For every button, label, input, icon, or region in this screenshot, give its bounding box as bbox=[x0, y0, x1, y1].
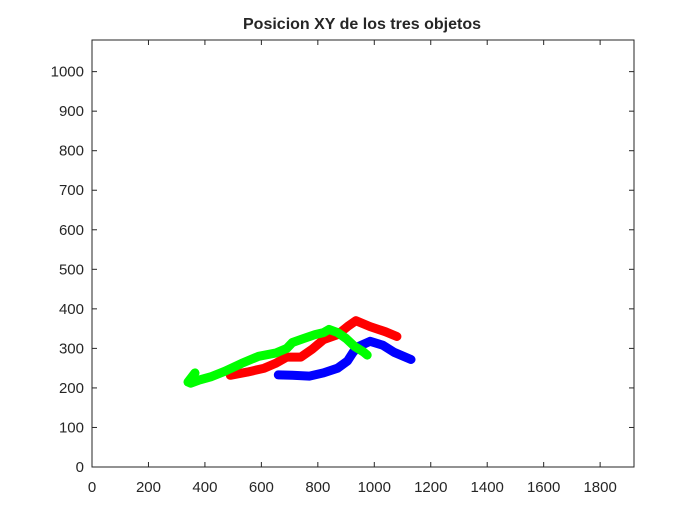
series-layer bbox=[183, 316, 416, 388]
x-tick-label: 1400 bbox=[471, 479, 504, 496]
y-tick-label: 500 bbox=[59, 261, 84, 278]
y-tick-label: 700 bbox=[59, 182, 84, 199]
y-tick-label: 300 bbox=[59, 340, 84, 357]
x-tick-label: 1800 bbox=[583, 479, 616, 496]
y-tick-label: 0 bbox=[76, 459, 84, 476]
x-tick-label: 600 bbox=[249, 479, 274, 496]
x-axis: 0 200 400 600 800 1000 1200 1400 1600 1800 bbox=[88, 40, 617, 496]
x-tick-label: 800 bbox=[305, 479, 330, 496]
x-tick-label: 1000 bbox=[358, 479, 391, 496]
x-tick-label: 0 bbox=[88, 479, 96, 496]
x-tick-label: 1200 bbox=[414, 479, 447, 496]
y-tick-label: 900 bbox=[59, 103, 84, 120]
y-tick-label: 400 bbox=[59, 301, 84, 318]
series-1-line bbox=[225, 316, 402, 380]
y-axis: 0 100 200 300 400 500 600 700 800 900 1000 bbox=[51, 64, 634, 476]
y-tick-label: 100 bbox=[59, 419, 84, 436]
series-3-line bbox=[183, 324, 372, 388]
x-tick-label: 400 bbox=[192, 479, 217, 496]
y-tick-label: 1000 bbox=[51, 64, 84, 81]
chart-title: Posicion XY de los tres objetos bbox=[243, 16, 481, 33]
axes-box bbox=[91, 39, 635, 468]
series-2-line bbox=[273, 336, 416, 381]
x-tick-label: 200 bbox=[136, 479, 161, 496]
plot-area bbox=[92, 40, 634, 467]
y-tick-label: 800 bbox=[59, 143, 84, 160]
y-tick-label: 600 bbox=[59, 222, 84, 239]
x-tick-label: 1600 bbox=[527, 479, 560, 496]
y-tick-label: 200 bbox=[59, 380, 84, 397]
